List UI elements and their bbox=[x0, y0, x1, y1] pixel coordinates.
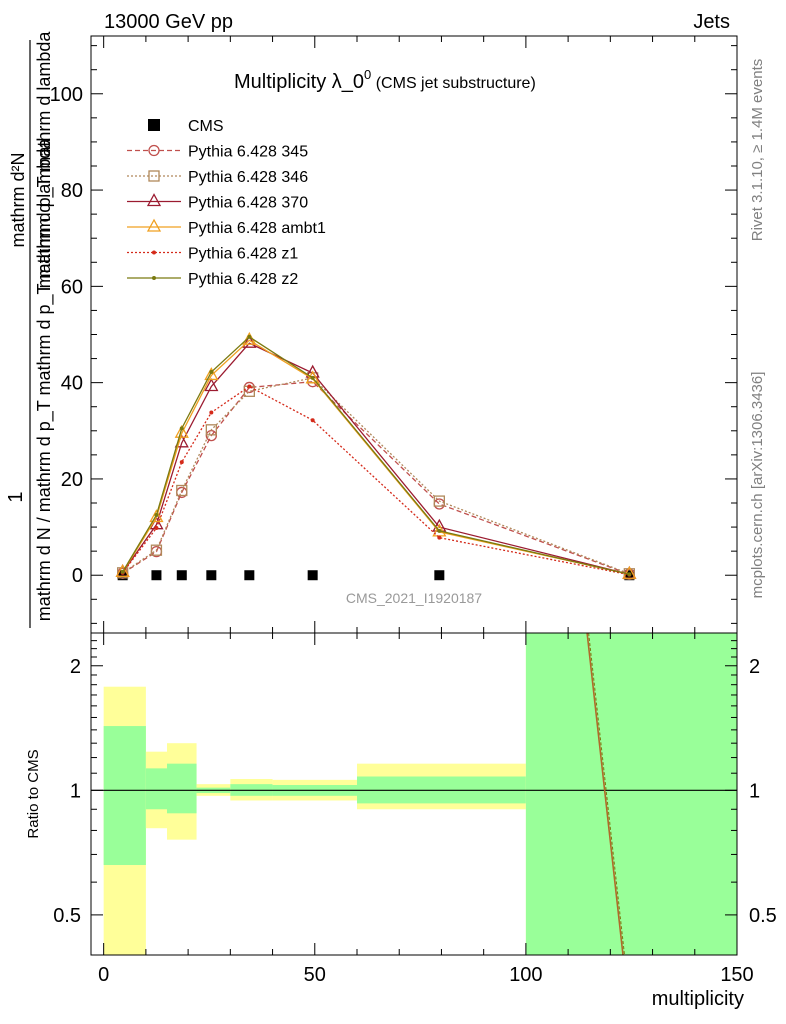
data-point-5-6 bbox=[437, 535, 442, 540]
data-point-5-3 bbox=[209, 410, 214, 415]
x-axis-label: multiplicity bbox=[652, 988, 744, 1010]
legend-marker-4 bbox=[146, 218, 162, 232]
y-tick-label: 100 bbox=[50, 84, 83, 106]
data-point-6-6 bbox=[437, 528, 442, 533]
ratio-band-green-2 bbox=[167, 763, 197, 814]
legend-marker-1 bbox=[148, 144, 160, 157]
data-point-0-1 bbox=[151, 570, 162, 581]
data-point-2-3 bbox=[205, 424, 217, 436]
data-point-4-0 bbox=[115, 563, 130, 577]
legend-marker-2 bbox=[148, 170, 160, 182]
legend-label-1: Pythia 6.428 345 bbox=[188, 144, 308, 161]
legend-marker-5 bbox=[152, 250, 156, 255]
chart-subtitle: (CMS jet substructure) bbox=[371, 75, 535, 92]
data-point-6-7 bbox=[627, 572, 632, 577]
ratio-y-label: Ratio to CMS bbox=[25, 749, 42, 838]
chart-title-superscript: 0 bbox=[364, 67, 371, 82]
data-point-6-2 bbox=[179, 426, 184, 431]
y-label-denominator: mathrm d N / mathrm d p_T mathrm d p_T m… bbox=[34, 138, 55, 621]
analysis-watermark: CMS_2021_I1920187 bbox=[346, 590, 482, 606]
y-label-top-denominator: mathrm d p_T mathrm d lambda bbox=[34, 31, 55, 289]
series-line-1 bbox=[122, 381, 630, 575]
y-label-top: mathrm d²N bbox=[8, 152, 28, 247]
data-point-5-5 bbox=[310, 418, 315, 423]
series-line-5 bbox=[122, 385, 630, 576]
series-line-6 bbox=[122, 336, 630, 575]
legend-marker-3 bbox=[146, 193, 162, 207]
data-point-6-4 bbox=[247, 334, 252, 339]
series-line-4 bbox=[122, 339, 630, 575]
ratio-bands bbox=[91, 633, 737, 955]
data-point-0-2 bbox=[176, 570, 187, 581]
series-line-3 bbox=[122, 342, 630, 575]
ratio-tick-label-right: 1 bbox=[749, 780, 760, 802]
data-point-2-6 bbox=[433, 495, 445, 507]
legend-label-6: Pythia 6.428 z2 bbox=[188, 271, 298, 288]
y-label-numerator: 1 bbox=[5, 491, 27, 502]
legend-label-4: Pythia 6.428 ambt1 bbox=[188, 220, 326, 237]
data-point-4-3 bbox=[204, 367, 219, 381]
legend-marker-0 bbox=[148, 119, 160, 131]
legend-label-2: Pythia 6.428 346 bbox=[188, 169, 308, 186]
data-point-0-0 bbox=[117, 570, 128, 581]
side-label-rivet: Rivet 3.1.10, ≥ 1.4M events bbox=[749, 59, 766, 242]
legend-label-3: Pythia 6.428 370 bbox=[188, 195, 308, 212]
ratio-band-green-0 bbox=[103, 726, 146, 866]
y-tick-label: 20 bbox=[61, 469, 83, 491]
header-right: Jets bbox=[693, 11, 730, 33]
y-tick-label: 60 bbox=[61, 276, 83, 298]
x-tick-label: 150 bbox=[720, 964, 753, 986]
data-point-6-0 bbox=[120, 569, 125, 574]
legend-marker-6 bbox=[152, 276, 156, 280]
ratio-tick-label-left: 2 bbox=[70, 656, 81, 678]
data-point-4-7 bbox=[622, 565, 637, 579]
data-point-5-1 bbox=[154, 526, 159, 531]
ratio-tick-label-right: 0.5 bbox=[749, 905, 777, 927]
x-tick-label: 0 bbox=[98, 964, 109, 986]
x-tick-label: 50 bbox=[304, 964, 326, 986]
data-point-0-5 bbox=[307, 570, 318, 581]
ratio-tick-label-left: 1 bbox=[70, 780, 81, 802]
ratio-band-green-7 bbox=[525, 633, 737, 955]
data-point-4-2 bbox=[174, 424, 189, 438]
legend-label-0: CMS bbox=[188, 118, 224, 135]
data-point-2-1 bbox=[150, 544, 163, 556]
data-point-4-5 bbox=[305, 370, 320, 384]
legend-label-5: Pythia 6.428 z1 bbox=[188, 246, 298, 263]
ratio-tick-label-left: 0.5 bbox=[53, 905, 81, 927]
data-point-0-6 bbox=[434, 570, 445, 581]
data-point-5-4 bbox=[247, 384, 252, 389]
ratio-band-green-1 bbox=[145, 768, 167, 810]
main-series bbox=[115, 331, 637, 581]
y-tick-label: 80 bbox=[61, 180, 83, 202]
data-point-6-3 bbox=[209, 370, 214, 375]
ratio-tick-label-right: 2 bbox=[749, 656, 760, 678]
x-tick-label: 100 bbox=[509, 964, 542, 986]
series-line-2 bbox=[122, 377, 630, 575]
header-left: 13000 GeV pp bbox=[104, 11, 233, 33]
data-point-0-4 bbox=[244, 570, 255, 581]
data-point-2-2 bbox=[176, 484, 188, 497]
data-point-6-5 bbox=[310, 375, 315, 380]
chart-title-main: Multiplicity λ_0 bbox=[234, 71, 364, 93]
ratio-frame bbox=[90, 632, 738, 956]
ratio-mc-line bbox=[586, 633, 624, 955]
side-label-mcplots: mcplots.cern.ch [arXiv:1306.3436] bbox=[749, 372, 766, 599]
data-point-3-3 bbox=[204, 378, 219, 392]
chart-title: Multiplicity λ_00 (CMS jet substructure) bbox=[234, 67, 536, 93]
y-tick-label: 0 bbox=[72, 565, 83, 587]
data-point-4-1 bbox=[149, 509, 164, 523]
y-tick-label: 40 bbox=[61, 373, 83, 395]
data-point-2-0 bbox=[117, 567, 129, 579]
data-point-0-3 bbox=[206, 570, 217, 581]
data-point-5-2 bbox=[179, 460, 184, 465]
data-point-6-1 bbox=[154, 513, 159, 518]
ratio-mc-line-2 bbox=[588, 633, 625, 955]
